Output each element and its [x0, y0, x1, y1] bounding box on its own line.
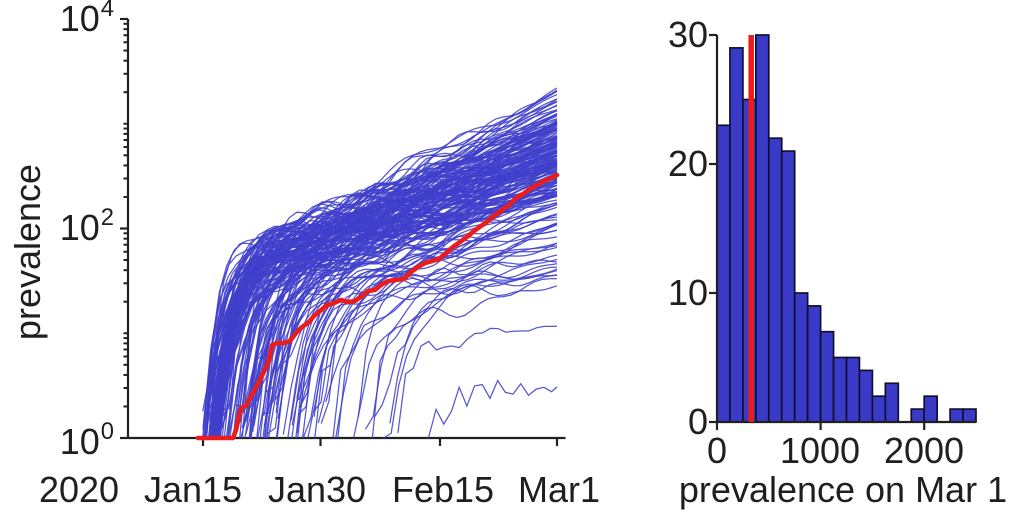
left-y-axis-label: prevalence — [7, 163, 48, 341]
left-x-tick-mar1: Mar1 — [517, 469, 601, 510]
right-x-axis-label: prevalence on Mar 1 — [678, 469, 1008, 510]
left-x-tick-jan15: Jan15 — [143, 469, 243, 510]
left-x-tick-2020: 2020 — [38, 469, 120, 510]
exponent: 2 — [100, 204, 114, 232]
right-y-tick-10: 10 — [667, 272, 708, 313]
exponent: 0 — [100, 418, 114, 446]
right-y-tick-20: 20 — [667, 143, 708, 184]
left-x-tick-feb15: Feb15 — [391, 469, 495, 510]
exponent: 4 — [100, 0, 114, 23]
right-x-tick-0: 0 — [706, 430, 728, 471]
right-x-tick-1000: 1000 — [779, 430, 861, 471]
left-y-tick-1e0: 100 — [59, 418, 114, 462]
left-y-tick-1e4: 104 — [18, 0, 114, 46]
right-x-tick-2000: 2000 — [883, 430, 965, 471]
right-y-tick-0: 0 — [687, 401, 708, 442]
left-y-tick-1e2: 102 — [59, 204, 114, 248]
right-y-tick-30: 30 — [667, 14, 708, 55]
left-x-tick-jan30: Jan30 — [267, 469, 367, 510]
